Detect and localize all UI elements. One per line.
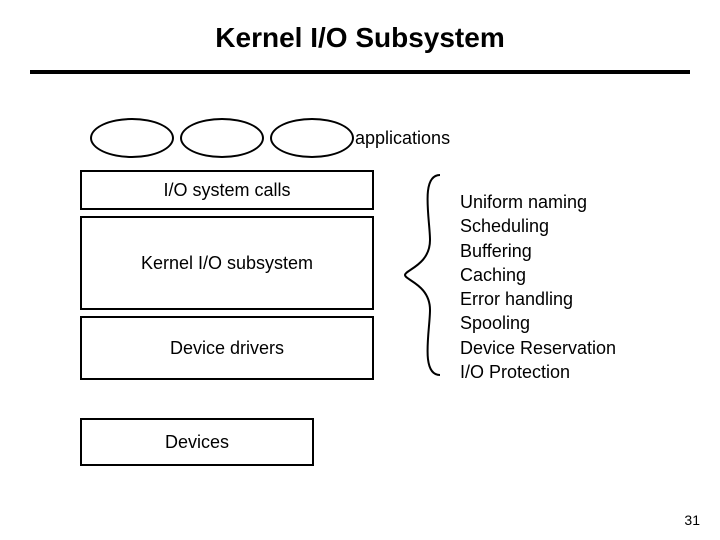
feature-item: Buffering bbox=[460, 239, 616, 263]
feature-item: I/O Protection bbox=[460, 360, 616, 384]
feature-item: Scheduling bbox=[460, 214, 616, 238]
layer-device-drivers: Device drivers bbox=[80, 316, 374, 380]
applications-label: applications bbox=[355, 128, 450, 149]
layer-io-system-calls-label: I/O system calls bbox=[163, 180, 290, 201]
layer-io-system-calls: I/O system calls bbox=[80, 170, 374, 210]
features-list: Uniform naming Scheduling Buffering Cach… bbox=[460, 190, 616, 384]
layer-kernel-io-subsystem-label: Kernel I/O subsystem bbox=[141, 253, 313, 274]
feature-item: Device Reservation bbox=[460, 336, 616, 360]
feature-item: Spooling bbox=[460, 311, 616, 335]
feature-item: Uniform naming bbox=[460, 190, 616, 214]
apps-ellipse-3 bbox=[270, 118, 354, 158]
feature-item: Caching bbox=[460, 263, 616, 287]
page-number: 31 bbox=[684, 512, 700, 528]
brace-icon bbox=[400, 170, 450, 380]
layer-devices: Devices bbox=[80, 418, 314, 466]
layer-device-drivers-label: Device drivers bbox=[170, 338, 284, 359]
layer-kernel-io-subsystem: Kernel I/O subsystem bbox=[80, 216, 374, 310]
apps-ellipse-2 bbox=[180, 118, 264, 158]
feature-item: Error handling bbox=[460, 287, 616, 311]
apps-ellipse-1 bbox=[90, 118, 174, 158]
title-divider bbox=[30, 70, 690, 74]
layer-devices-label: Devices bbox=[165, 432, 229, 453]
page-title: Kernel I/O Subsystem bbox=[0, 22, 720, 54]
